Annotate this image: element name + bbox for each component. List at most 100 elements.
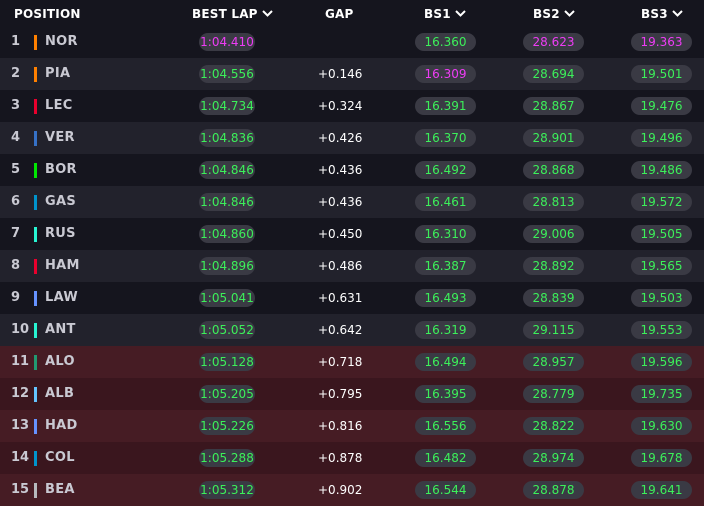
gap-value: +0.631 [318,291,363,305]
driver-code: VER [45,130,75,145]
position-number: 3 [11,98,21,113]
position-number: 2 [11,66,21,81]
bs3-time: 19.553 [631,321,692,339]
bs2-time: 28.901 [523,129,584,147]
gap-header-label: GAP [325,7,354,21]
best-lap-time: 1:04.846 [199,193,255,211]
best-lap-time: 1:05.226 [199,417,255,435]
position-number: 13 [11,418,30,433]
best-lap-time: 1:04.860 [199,225,255,243]
best-lap-time: 1:04.896 [199,257,255,275]
table-row[interactable]: 6 GAS 1:04.846 +0.436 16.461 28.813 19.572 [0,186,704,218]
chevron-down-icon[interactable] [672,10,683,17]
position-number: 8 [11,258,21,273]
table-row[interactable]: 9 LAW 1:05.041 +0.631 16.493 28.839 19.503 [0,282,704,314]
position-number: 4 [11,130,21,145]
best-lap-header-label: BEST LAP [192,7,258,21]
position-number: 1 [11,34,21,49]
driver-code: LAW [45,290,79,305]
bs3-header-label: BS3 [641,7,668,21]
bs2-time: 28.694 [523,65,584,83]
bs2-time: 28.868 [523,161,584,179]
bs2-time: 28.974 [523,449,584,467]
bs2-time: 28.779 [523,385,584,403]
chevron-down-icon[interactable] [564,10,575,17]
table-row[interactable]: 12 ALB 1:05.205 +0.795 16.395 28.779 19.735 [0,378,704,410]
best-lap-time: 1:05.041 [199,289,255,307]
position-number: 15 [11,482,30,497]
bs3-time: 19.496 [631,129,692,147]
driver-code: GAS [45,194,76,209]
bs2-time: 28.878 [523,481,584,499]
gap-value: +0.436 [318,195,363,209]
bs1-time: 16.494 [415,353,476,371]
table-row[interactable]: 10 ANT 1:05.052 +0.642 16.319 29.115 19.553 [0,314,704,346]
position-number: 6 [11,194,21,209]
team-color-bar [34,99,37,114]
team-color-bar [34,419,37,434]
table-row[interactable]: 14 COL 1:05.288 +0.878 16.482 28.974 19.678 [0,442,704,474]
bs1-time: 16.461 [415,193,476,211]
table-row[interactable]: 1 NOR 1:04.410 16.360 28.623 19.363 [0,26,704,58]
table-row[interactable]: 5 BOR 1:04.846 +0.436 16.492 28.868 19.486 [0,154,704,186]
bs1-time: 16.395 [415,385,476,403]
table-row[interactable]: 7 RUS 1:04.860 +0.450 16.310 29.006 19.505 [0,218,704,250]
team-color-bar [34,227,37,242]
team-color-bar [34,355,37,370]
bs3-time: 19.596 [631,353,692,371]
best-lap-time: 1:04.410 [199,33,255,51]
team-color-bar [34,163,37,178]
bs3-time: 19.572 [631,193,692,211]
best-lap-time: 1:05.128 [199,353,255,371]
driver-code: PIA [45,66,71,81]
gap-value: +0.902 [318,483,363,497]
bs1-header-label: BS1 [424,7,451,21]
best-lap-time: 1:05.288 [199,449,255,467]
gap-value: +0.486 [318,259,363,273]
bs3-time: 19.678 [631,449,692,467]
gap-value: +0.146 [318,67,363,81]
gap-column-header: GAP [325,0,354,26]
table-row[interactable]: 11 ALO 1:05.128 +0.718 16.494 28.957 19.596 [0,346,704,378]
team-color-bar [34,483,37,498]
gap-value: +0.795 [318,387,363,401]
bs1-time: 16.556 [415,417,476,435]
best-lap-time: 1:04.734 [199,97,255,115]
table-row[interactable]: 13 HAD 1:05.226 +0.816 16.556 28.822 19.630 [0,410,704,442]
bs2-time: 28.813 [523,193,584,211]
bs2-time: 28.839 [523,289,584,307]
best-lap-time: 1:04.556 [199,65,255,83]
bs2-column-header[interactable]: BS2 [533,0,575,26]
bs3-column-header[interactable]: BS3 [641,0,683,26]
bs1-column-header[interactable]: BS1 [424,0,466,26]
chevron-down-icon[interactable] [261,10,273,17]
team-color-bar [34,451,37,466]
bs2-time: 28.623 [523,33,584,51]
table-row[interactable]: 4 VER 1:04.836 +0.426 16.370 28.901 19.496 [0,122,704,154]
driver-code: ALB [45,386,75,401]
best-lap-column-header[interactable]: BEST LAP [192,0,273,26]
table-row[interactable]: 3 LEC 1:04.734 +0.324 16.391 28.867 19.476 [0,90,704,122]
position-number: 7 [11,226,21,241]
best-lap-time: 1:05.052 [199,321,255,339]
driver-code: ALO [45,354,75,369]
best-lap-time: 1:05.205 [199,385,255,403]
bs1-time: 16.492 [415,161,476,179]
table-row[interactable]: 15 BEA 1:05.312 +0.902 16.544 28.878 19.641 [0,474,704,506]
team-color-bar [34,195,37,210]
bs1-time: 16.310 [415,225,476,243]
driver-code: BOR [45,162,77,177]
driver-code: ANT [45,322,76,337]
gap-value: +0.450 [318,227,363,241]
chevron-down-icon[interactable] [455,10,466,17]
bs2-time: 28.892 [523,257,584,275]
driver-code: HAD [45,418,78,433]
best-lap-time: 1:05.312 [199,481,255,499]
team-color-bar [34,67,37,82]
bs1-time: 16.391 [415,97,476,115]
bs1-time: 16.309 [415,65,476,83]
bs3-time: 19.363 [631,33,692,51]
driver-code: RUS [45,226,76,241]
table-row[interactable]: 2 PIA 1:04.556 +0.146 16.309 28.694 19.501 [0,58,704,90]
table-row[interactable]: 8 HAM 1:04.896 +0.486 16.387 28.892 19.565 [0,250,704,282]
